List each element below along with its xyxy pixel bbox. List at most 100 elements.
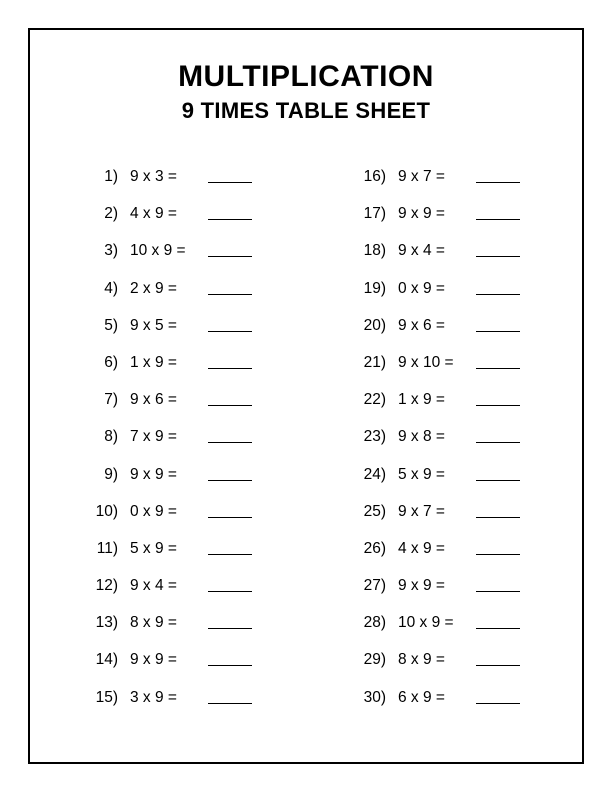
answer-blank — [476, 394, 520, 406]
question-number: 4) — [92, 280, 120, 298]
question-expression: 4 x 9 = — [388, 540, 468, 558]
question-number: 21) — [360, 354, 388, 372]
answer-blank — [476, 692, 520, 704]
answer-blank — [208, 283, 252, 295]
question-row: 4)2 x 9 = — [92, 280, 252, 298]
answer-blank — [476, 208, 520, 220]
question-number: 15) — [92, 689, 120, 707]
answer-blank — [476, 357, 520, 369]
question-row: 10)0 x 9 = — [92, 503, 252, 521]
question-row: 21)9 x 10 = — [360, 354, 520, 372]
question-number: 9) — [92, 466, 120, 484]
question-row: 16)9 x 7 = — [360, 168, 520, 186]
question-expression: 9 x 6 = — [388, 317, 468, 335]
answer-blank — [208, 506, 252, 518]
question-number: 24) — [360, 466, 388, 484]
question-expression: 9 x 5 = — [120, 317, 200, 335]
question-row: 25)9 x 7 = — [360, 503, 520, 521]
answer-blank — [476, 283, 520, 295]
question-row: 7)9 x 6 = — [92, 391, 252, 409]
question-number: 20) — [360, 317, 388, 335]
left-column: 1)9 x 3 =2)4 x 9 =3)10 x 9 =4)2 x 9 =5)9… — [92, 168, 252, 707]
question-number: 25) — [360, 503, 388, 521]
answer-blank — [208, 208, 252, 220]
question-number: 1) — [92, 168, 120, 186]
answer-blank — [208, 320, 252, 332]
question-row: 19)0 x 9 = — [360, 280, 520, 298]
question-row: 6)1 x 9 = — [92, 354, 252, 372]
question-number: 2) — [92, 205, 120, 223]
question-number: 8) — [92, 428, 120, 446]
question-number: 12) — [92, 577, 120, 595]
question-expression: 5 x 9 = — [120, 540, 200, 558]
question-expression: 5 x 9 = — [388, 466, 468, 484]
answer-blank — [476, 654, 520, 666]
question-row: 5)9 x 5 = — [92, 317, 252, 335]
question-expression: 4 x 9 = — [120, 205, 200, 223]
question-number: 7) — [92, 391, 120, 409]
question-row: 22)1 x 9 = — [360, 391, 520, 409]
answer-blank — [208, 654, 252, 666]
question-row: 3)10 x 9 = — [92, 242, 252, 260]
question-number: 22) — [360, 391, 388, 409]
answer-blank — [476, 469, 520, 481]
question-expression: 9 x 4 = — [120, 577, 200, 595]
question-number: 19) — [360, 280, 388, 298]
question-number: 3) — [92, 242, 120, 260]
question-expression: 10 x 9 = — [388, 614, 468, 632]
question-row: 26)4 x 9 = — [360, 540, 520, 558]
question-row: 15)3 x 9 = — [92, 689, 252, 707]
question-number: 27) — [360, 577, 388, 595]
worksheet-content: MULTIPLICATION 9 TIMES TABLE SHEET 1)9 x… — [28, 28, 584, 764]
question-expression: 9 x 6 = — [120, 391, 200, 409]
question-expression: 0 x 9 = — [388, 280, 468, 298]
question-number: 17) — [360, 205, 388, 223]
question-expression: 9 x 9 = — [120, 651, 200, 669]
answer-blank — [476, 506, 520, 518]
question-expression: 0 x 9 = — [120, 503, 200, 521]
page-subtitle: 9 TIMES TABLE SHEET — [68, 98, 544, 124]
question-expression: 9 x 9 = — [388, 577, 468, 595]
question-number: 10) — [92, 503, 120, 521]
answer-blank — [208, 394, 252, 406]
answer-blank — [208, 543, 252, 555]
question-row: 20)9 x 6 = — [360, 317, 520, 335]
answer-blank — [208, 431, 252, 443]
answer-blank — [208, 692, 252, 704]
question-number: 29) — [360, 651, 388, 669]
question-expression: 10 x 9 = — [120, 242, 200, 260]
question-row: 1)9 x 3 = — [92, 168, 252, 186]
question-number: 28) — [360, 614, 388, 632]
question-number: 14) — [92, 651, 120, 669]
question-number: 13) — [92, 614, 120, 632]
answer-blank — [208, 171, 252, 183]
answer-blank — [476, 431, 520, 443]
answer-blank — [476, 245, 520, 257]
question-row: 18)9 x 4 = — [360, 242, 520, 260]
question-expression: 1 x 9 = — [388, 391, 468, 409]
question-number: 23) — [360, 428, 388, 446]
question-expression: 9 x 10 = — [388, 354, 468, 372]
question-row: 23)9 x 8 = — [360, 428, 520, 446]
question-row: 8)7 x 9 = — [92, 428, 252, 446]
question-expression: 8 x 9 = — [120, 614, 200, 632]
answer-blank — [476, 171, 520, 183]
question-expression: 3 x 9 = — [120, 689, 200, 707]
question-row: 13)8 x 9 = — [92, 614, 252, 632]
question-number: 16) — [360, 168, 388, 186]
question-row: 29)8 x 9 = — [360, 651, 520, 669]
question-expression: 9 x 9 = — [120, 466, 200, 484]
question-row: 30)6 x 9 = — [360, 689, 520, 707]
question-number: 5) — [92, 317, 120, 335]
answer-blank — [208, 580, 252, 592]
answer-blank — [208, 245, 252, 257]
question-expression: 9 x 3 = — [120, 168, 200, 186]
answer-blank — [476, 320, 520, 332]
question-columns: 1)9 x 3 =2)4 x 9 =3)10 x 9 =4)2 x 9 =5)9… — [68, 168, 544, 707]
question-expression: 9 x 4 = — [388, 242, 468, 260]
answer-blank — [476, 617, 520, 629]
question-row: 14)9 x 9 = — [92, 651, 252, 669]
question-expression: 1 x 9 = — [120, 354, 200, 372]
question-row: 27)9 x 9 = — [360, 577, 520, 595]
question-expression: 9 x 7 = — [388, 168, 468, 186]
